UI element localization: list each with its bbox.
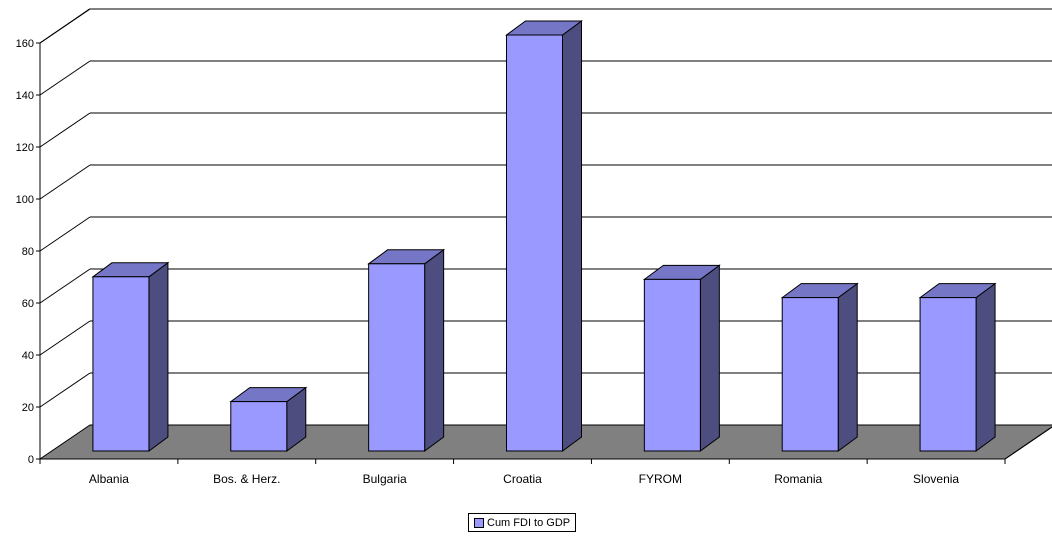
y-tick-label: 160 <box>16 38 34 50</box>
y-tick-label: 140 <box>16 90 34 102</box>
bar-front <box>506 34 563 452</box>
y-tick-label: 100 <box>16 194 34 206</box>
bar <box>918 282 997 452</box>
bar-chart: 0 20 40 60 80 100 120 140 160 Albania Bos. & Herz.… <box>16 8 1052 486</box>
gridline-diagonal <box>39 164 91 200</box>
x-category-label: FYROM <box>639 472 682 486</box>
bar-front <box>230 401 288 452</box>
bar-front <box>643 278 701 452</box>
axis-labels: 0 20 40 60 80 100 120 140 160 Albania Bos. & Herz.… <box>16 38 960 486</box>
x-category-label: Bos. & Herz. <box>213 472 280 486</box>
bar <box>504 20 584 452</box>
bar-side <box>424 248 445 452</box>
y-tick-label: 60 <box>22 298 34 310</box>
bar <box>642 264 721 452</box>
bar-side <box>975 282 996 452</box>
x-category-label: Bulgaria <box>363 472 407 486</box>
bar-side <box>837 282 858 452</box>
x-category-label: Croatia <box>503 472 542 486</box>
bars <box>91 20 997 452</box>
bar-front <box>919 297 977 452</box>
x-category-label: Romania <box>774 472 822 486</box>
bar-front <box>368 263 426 452</box>
y-tick-label: 40 <box>22 350 34 362</box>
bar <box>91 261 170 452</box>
y-tick-label: 0 <box>28 454 34 466</box>
y-tick-label: 120 <box>16 142 34 154</box>
x-category-label: Albania <box>89 472 129 486</box>
gridline-diagonal <box>39 320 91 356</box>
y-tick-label: 80 <box>22 246 34 258</box>
bar <box>780 282 859 452</box>
legend-label: Cum FDI to GDP <box>487 516 571 529</box>
axes <box>36 42 1052 464</box>
x-axis-depth <box>1004 426 1052 460</box>
bar-side <box>562 20 582 452</box>
x-category-label: Slovenia <box>913 472 959 486</box>
y-tick-label: 20 <box>22 402 34 414</box>
bar-front <box>781 297 839 452</box>
bar <box>229 386 308 452</box>
gridline-diagonal-top <box>39 8 90 44</box>
bar-side <box>148 261 169 452</box>
gridline-diagonal <box>39 60 91 96</box>
bar-side <box>699 264 720 452</box>
gridline-diagonal <box>39 216 91 252</box>
bar-front <box>92 276 150 452</box>
gridline-diagonal <box>39 268 91 304</box>
legend-swatch <box>474 517 484 528</box>
gridline-diagonal <box>39 372 91 408</box>
bar <box>367 248 446 452</box>
gridline-diagonal <box>39 112 91 148</box>
legend: Cum FDI to GDP <box>468 513 577 532</box>
